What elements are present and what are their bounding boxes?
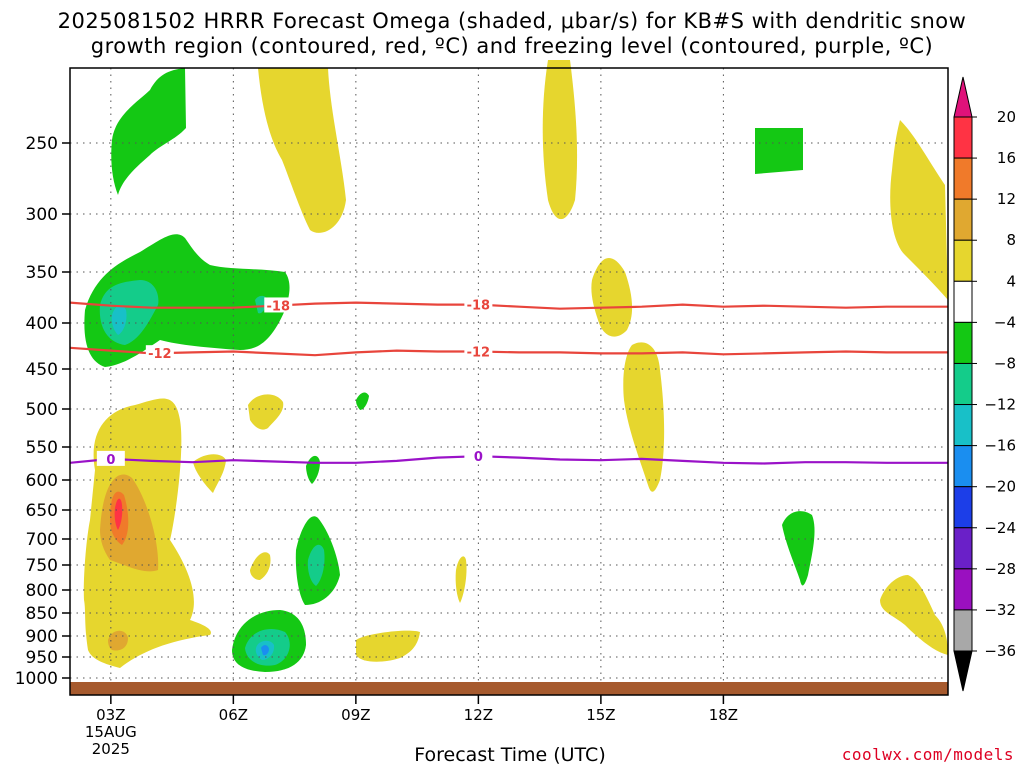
chart-title-line1: 2025081502 HRRR Forecast Omega (shaded, … xyxy=(57,9,967,33)
y-tick-label: 950 xyxy=(26,648,58,668)
contour-label: -12 xyxy=(148,347,172,362)
y-tick-label: 600 xyxy=(26,471,58,491)
shade-yellow-blob-09z xyxy=(356,630,420,662)
shade-yellow-mid-13z xyxy=(591,258,633,337)
omega-shading xyxy=(83,60,948,672)
y-tick-label: 450 xyxy=(26,360,58,380)
colorbar-box xyxy=(953,362,973,406)
colorbar-box xyxy=(953,568,973,611)
x-tick-label: 12Z xyxy=(464,706,493,724)
y-tick-label: 900 xyxy=(26,627,58,647)
colorbar-label: −36 xyxy=(984,642,1016,660)
colorbar-box xyxy=(953,239,973,282)
colorbar-box xyxy=(953,404,973,447)
contour-label: 0 xyxy=(474,450,483,465)
colorbar-box xyxy=(953,321,973,364)
colorbar-top-arrow xyxy=(953,76,973,118)
colorbar-label: −16 xyxy=(984,437,1016,455)
contour-label-bg xyxy=(464,448,493,464)
shade-yellow-top-12z xyxy=(542,60,578,220)
shade-blue-06z-bottom xyxy=(261,645,269,656)
colorbar-label: 8 xyxy=(1006,231,1016,249)
contour-line--18 xyxy=(69,301,948,310)
shade-yellow-mid-14z xyxy=(623,342,665,492)
chart-title-line2: growth region (contoured, red, ºC) and f… xyxy=(90,34,934,58)
y-tick-label: 550 xyxy=(26,438,58,458)
y-tick-label: 500 xyxy=(26,400,58,420)
colorbar-box xyxy=(953,527,973,570)
shade-green-blob-08z xyxy=(356,392,369,410)
y-tick-label: 750 xyxy=(26,556,58,576)
credit-link[interactable]: coolwx.com/models xyxy=(841,745,1014,764)
shade-yellow-right-lower xyxy=(880,575,948,655)
shade-green-right-mid xyxy=(782,511,815,586)
colorbar-box xyxy=(953,609,973,652)
ground-surface xyxy=(70,682,948,695)
plot-frame xyxy=(69,67,949,696)
contour-line--12 xyxy=(69,346,948,357)
colorbar-label: −4 xyxy=(994,313,1016,331)
contour-label: -12 xyxy=(467,346,491,361)
x-tick-label: 15Z xyxy=(586,706,615,724)
colorbar-label: −20 xyxy=(984,478,1016,496)
shade-yellow-blob-045z xyxy=(193,454,226,493)
y-tick-label: 800 xyxy=(26,581,58,601)
contour-label-bg xyxy=(264,297,293,313)
shade-green-top-16z xyxy=(755,128,803,174)
y-tick-label: 1000 xyxy=(15,669,58,689)
x-tick-label: 06Z xyxy=(219,706,248,724)
shade-yellow-upper-06z xyxy=(258,68,346,233)
y-tick-label: 350 xyxy=(26,263,58,283)
shade-yellow-blob-10z xyxy=(455,556,467,603)
y-tick-label: 700 xyxy=(26,530,58,550)
colorbar-bottom-arrow xyxy=(953,650,973,692)
y-tick-label: 650 xyxy=(26,501,58,521)
contour-label-bg xyxy=(464,343,493,359)
x-axis-label: Forecast Time (UTC) xyxy=(414,744,606,766)
x-tick-label: 18Z xyxy=(709,706,738,724)
colorbar-label: −32 xyxy=(984,601,1016,619)
y-tick-label: 250 xyxy=(26,134,58,154)
shade-teal-blob-07z-low xyxy=(307,544,325,586)
shade-cyan-mid-left xyxy=(111,305,127,335)
contour-label: 0 xyxy=(106,453,115,468)
colorbar-label: −12 xyxy=(984,396,1016,414)
shade-green-upper-left xyxy=(111,68,186,195)
colorbar-box xyxy=(953,486,973,529)
x-tick-sublabel: 15AUG xyxy=(85,723,137,741)
colorbar-box xyxy=(953,280,973,323)
contour-label-bg xyxy=(145,345,174,361)
colorbar-box xyxy=(953,116,973,159)
contour-label: -18 xyxy=(467,299,491,314)
colorbar-box xyxy=(953,445,973,488)
colorbar-label: 20 xyxy=(997,108,1016,126)
colorbar-label: −28 xyxy=(984,560,1016,578)
colorbar-label: 4 xyxy=(1006,272,1016,290)
colorbar-label: −24 xyxy=(984,519,1016,537)
shade-yellow-right-upper xyxy=(890,120,948,300)
y-tick-label: 300 xyxy=(26,205,58,225)
y-tick-label: 400 xyxy=(26,314,58,334)
shade-red-03z xyxy=(114,498,123,530)
colorbar-label: 12 xyxy=(997,190,1016,208)
colorbar-label: −8 xyxy=(994,354,1016,372)
x-tick-label: 03Z xyxy=(96,706,125,724)
y-tick-label: 850 xyxy=(26,604,58,624)
colorbar-label: 16 xyxy=(997,149,1016,167)
colorbar-box xyxy=(953,198,973,241)
x-tick-label: 09Z xyxy=(341,706,370,724)
contour-label-bg xyxy=(464,296,493,312)
shade-yellow-blob-06z-low xyxy=(250,552,271,580)
contour-label-bg xyxy=(96,450,125,466)
colorbar-box xyxy=(953,157,973,200)
contour-line-0 xyxy=(69,455,948,465)
contour-label: -18 xyxy=(267,299,291,314)
x-tick-sublabel: 2025 xyxy=(92,740,130,758)
shade-yellow-blob-05z xyxy=(248,394,284,430)
